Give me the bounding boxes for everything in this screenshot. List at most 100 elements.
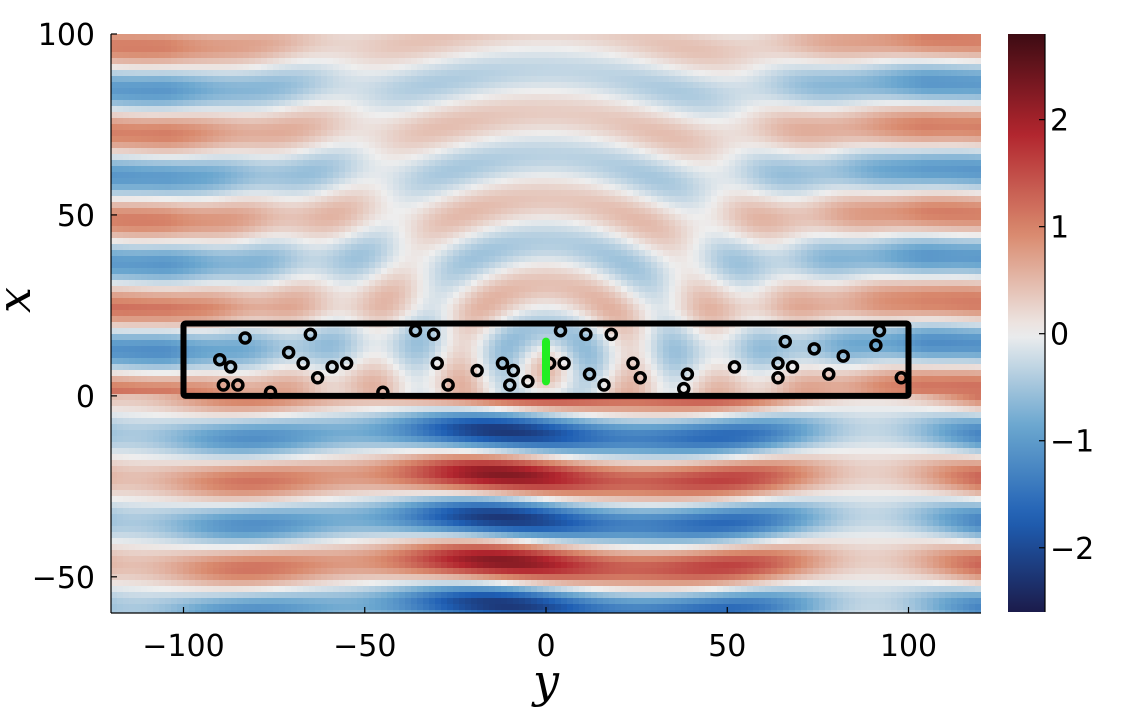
heatmap-cell	[111, 220, 118, 227]
heatmap-cell	[231, 70, 238, 77]
heatmap-cell	[369, 148, 376, 155]
heatmap-cell	[495, 220, 502, 227]
heatmap-cell	[807, 190, 814, 197]
heatmap-cell	[447, 232, 454, 239]
heatmap-cell	[189, 94, 196, 101]
heatmap-cell	[285, 130, 292, 137]
heatmap-cell	[891, 46, 898, 53]
heatmap-cell	[435, 226, 442, 233]
heatmap-cell	[393, 106, 400, 113]
heatmap-cell	[825, 70, 832, 77]
heatmap-cell	[171, 184, 178, 191]
heatmap-cell	[387, 52, 394, 59]
heatmap-cell	[513, 148, 520, 155]
heatmap-cell	[321, 154, 328, 161]
heatmap-cell	[243, 160, 250, 167]
heatmap-cell	[387, 46, 394, 53]
heatmap-cell	[393, 208, 400, 215]
heatmap-cell	[279, 154, 286, 161]
heatmap-cell	[615, 52, 622, 59]
heatmap-cell	[789, 70, 796, 77]
heatmap-cell	[819, 58, 826, 65]
heatmap-cell	[453, 226, 460, 233]
heatmap-cell	[861, 172, 868, 179]
heatmap-cell	[771, 100, 778, 107]
heatmap-cell	[543, 220, 550, 227]
heatmap-cell	[585, 118, 592, 125]
heatmap-cell	[435, 34, 442, 41]
heatmap-cell	[375, 214, 382, 221]
heatmap-cell	[177, 220, 184, 227]
heatmap-cell	[867, 232, 874, 239]
heatmap-cell	[795, 226, 802, 233]
heatmap-cell	[693, 196, 700, 203]
heatmap-cell	[243, 34, 250, 41]
heatmap-cell	[597, 214, 604, 221]
heatmap-cell	[813, 100, 820, 107]
heatmap-cell	[129, 52, 136, 59]
heatmap-cell	[501, 94, 508, 101]
heatmap-cell	[633, 40, 640, 47]
heatmap-cell	[387, 112, 394, 119]
heatmap-cell	[759, 160, 766, 167]
heatmap-cell	[327, 208, 334, 215]
heatmap-cell	[189, 202, 196, 209]
heatmap-cell	[639, 214, 646, 221]
heatmap-cell	[267, 94, 274, 101]
heatmap-cell	[597, 148, 604, 155]
heatmap-cell	[195, 172, 202, 179]
heatmap-cell	[279, 112, 286, 119]
heatmap-cell	[513, 154, 520, 161]
heatmap-cell	[231, 64, 238, 71]
heatmap-cell	[675, 58, 682, 65]
heatmap-cell	[477, 70, 484, 77]
heatmap-cell	[711, 82, 718, 89]
heatmap-cell	[573, 232, 580, 239]
heatmap-cell	[267, 178, 274, 185]
heatmap-cell	[795, 166, 802, 173]
heatmap-cell	[933, 40, 940, 47]
heatmap-cell	[285, 196, 292, 203]
heatmap-cell	[909, 202, 916, 209]
heatmap-cell	[147, 40, 154, 47]
heatmap-cell	[183, 184, 190, 191]
heatmap-cell	[777, 52, 784, 59]
heatmap-cell	[225, 196, 232, 203]
heatmap-cell	[687, 166, 694, 173]
heatmap-cell	[195, 106, 202, 113]
heatmap-cell	[633, 106, 640, 113]
heatmap-cell	[795, 64, 802, 71]
heatmap-cell	[171, 130, 178, 137]
heatmap-cell	[651, 148, 658, 155]
heatmap-cell	[633, 136, 640, 143]
heatmap-cell	[939, 58, 946, 65]
heatmap-cell	[369, 202, 376, 209]
heatmap-cell	[147, 172, 154, 179]
heatmap-cell	[663, 94, 670, 101]
heatmap-cell	[351, 226, 358, 233]
heatmap-cell	[297, 226, 304, 233]
heatmap-cell	[867, 130, 874, 137]
heatmap-cell	[597, 136, 604, 143]
heatmap-cell	[411, 40, 418, 47]
heatmap-cell	[255, 142, 262, 149]
heatmap-cell	[357, 202, 364, 209]
heatmap-cell	[813, 172, 820, 179]
heatmap-cell	[927, 70, 934, 77]
heatmap-cell	[147, 190, 154, 197]
heatmap-cell	[549, 100, 556, 107]
heatmap-cell	[825, 112, 832, 119]
heatmap-cell	[771, 136, 778, 143]
heatmap-cell	[687, 190, 694, 197]
heatmap-cell	[429, 154, 436, 161]
heatmap-cell	[951, 88, 958, 95]
heatmap-cell	[429, 130, 436, 137]
heatmap-cell	[381, 190, 388, 197]
heatmap-cell	[753, 64, 760, 71]
heatmap-cell	[465, 208, 472, 215]
heatmap-cell	[417, 112, 424, 119]
heatmap-cell	[183, 124, 190, 131]
heatmap-cell	[597, 226, 604, 233]
heatmap-cell	[723, 154, 730, 161]
heatmap-cell	[459, 100, 466, 107]
